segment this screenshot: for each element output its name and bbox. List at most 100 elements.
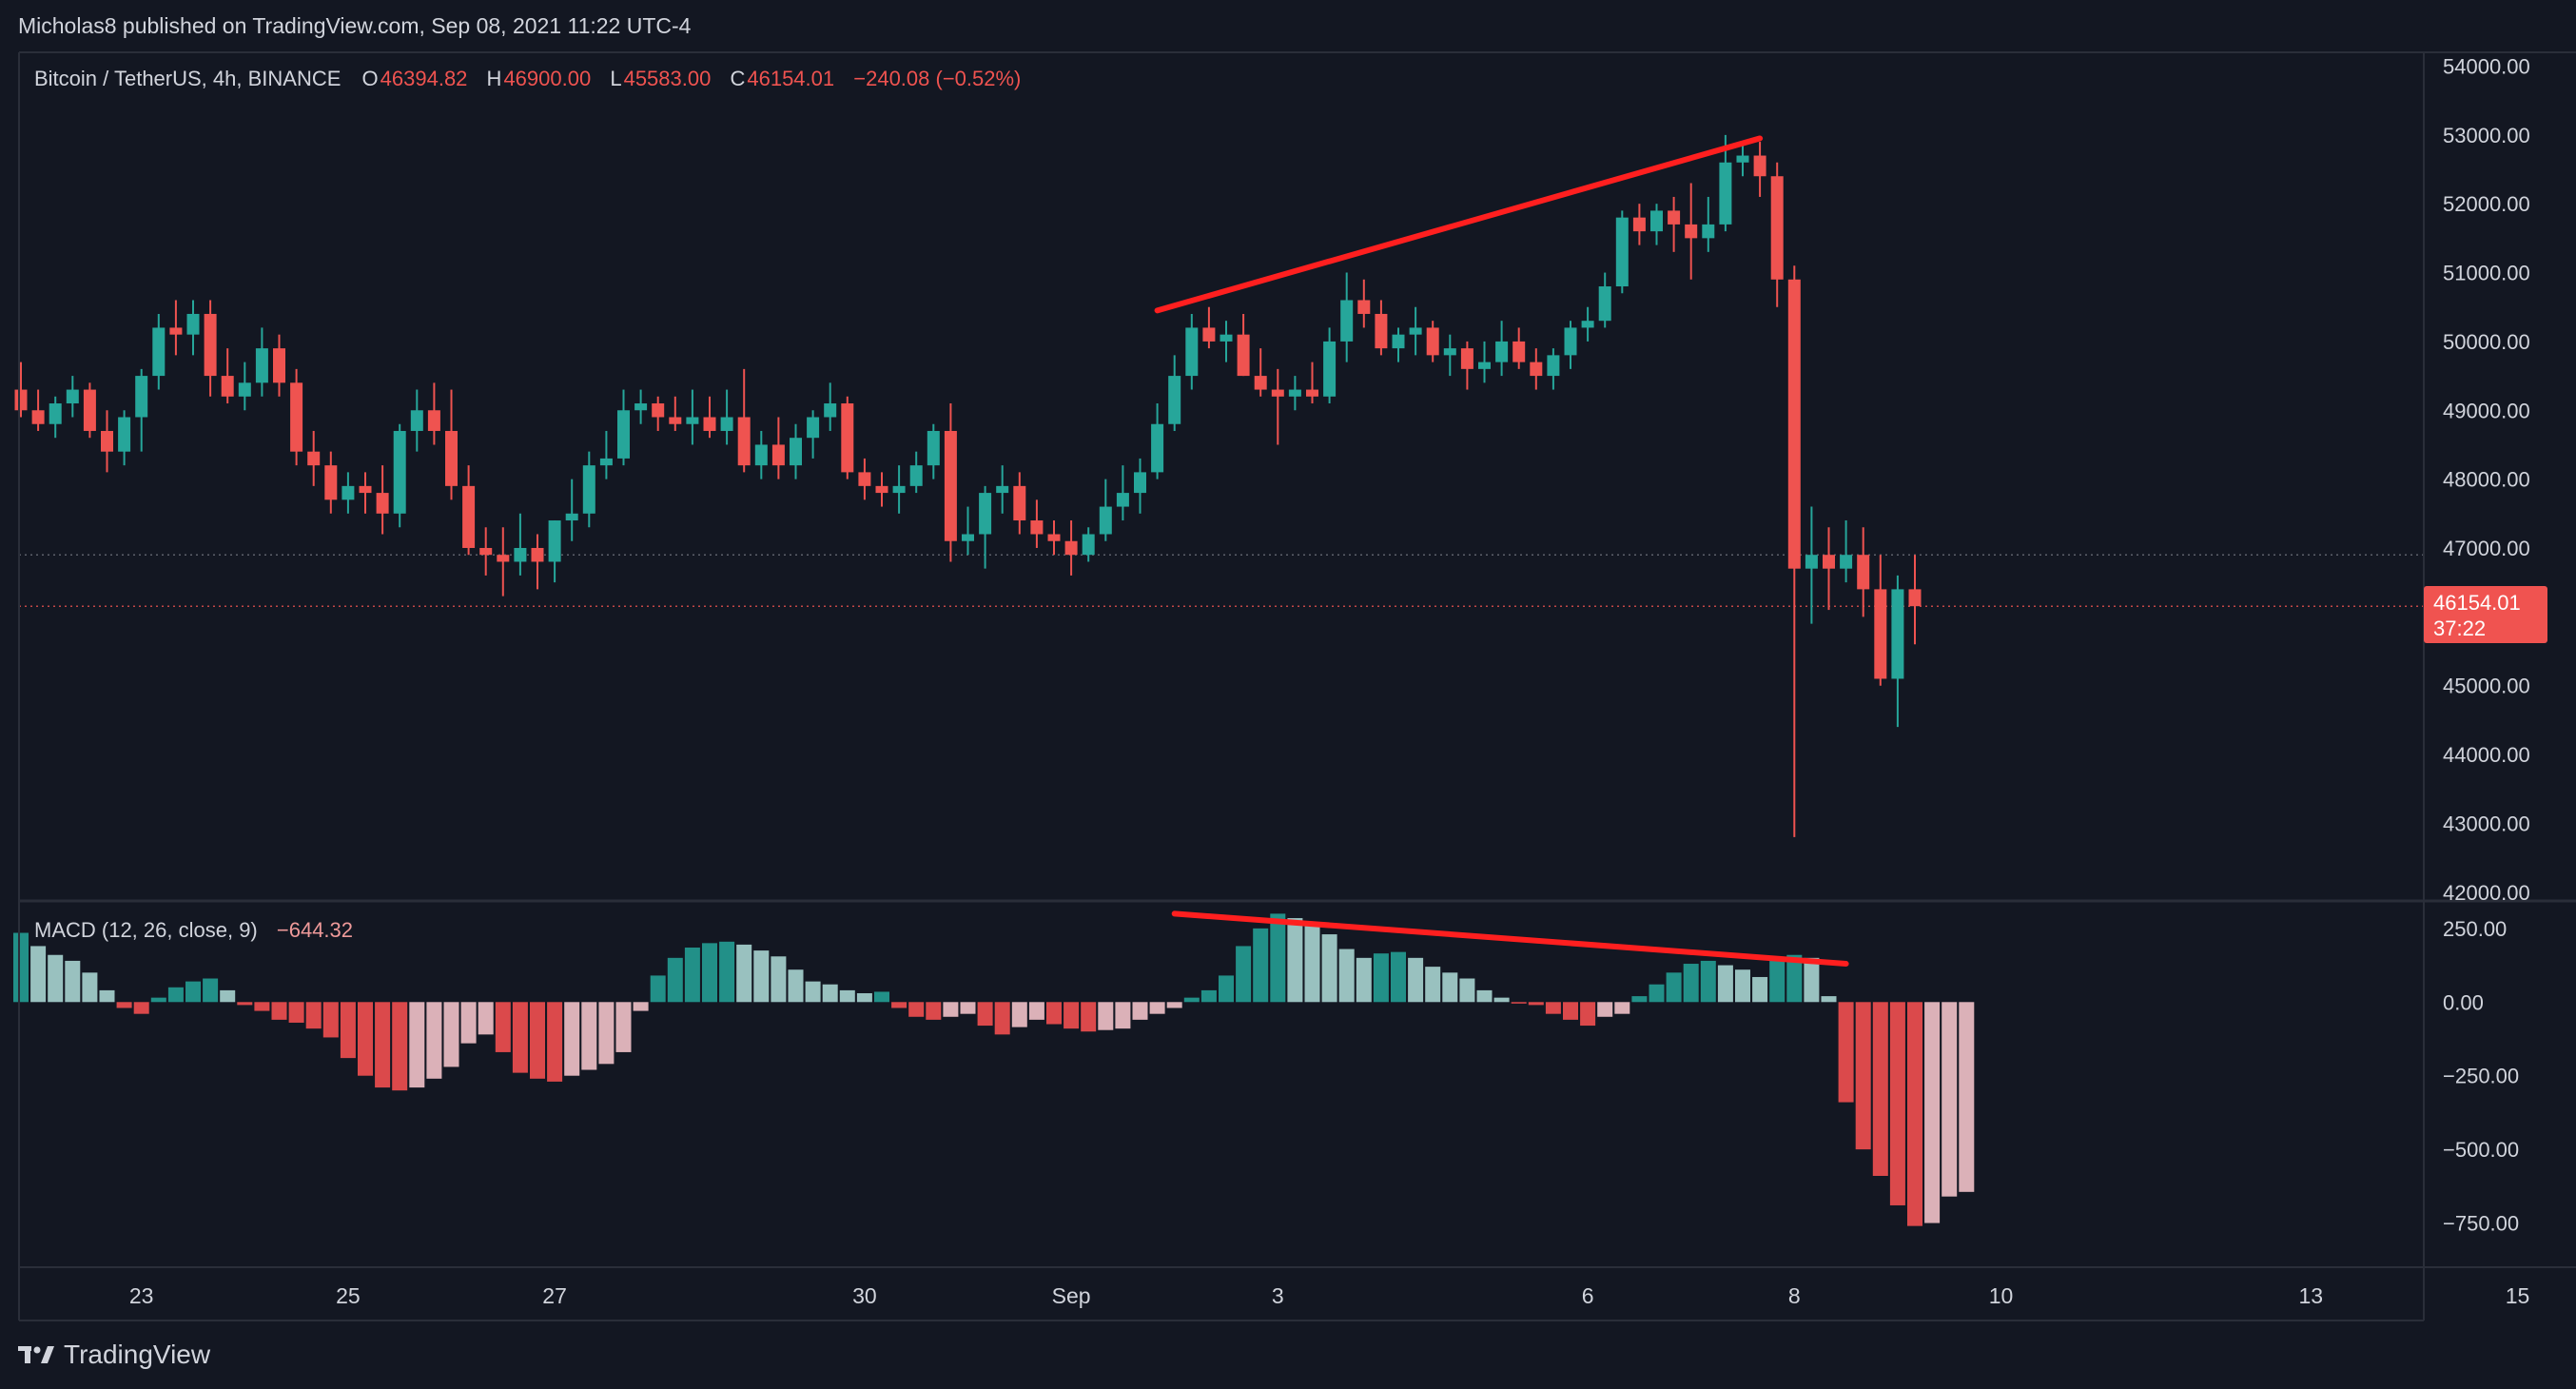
- candle-body: [462, 485, 476, 548]
- candle-body: [703, 417, 716, 431]
- candle-body: [996, 485, 1009, 494]
- candle-body: [669, 417, 682, 424]
- price-tick-label: 52000.00: [2443, 192, 2530, 216]
- macd-histogram-bar: [1563, 1002, 1578, 1020]
- time-tick-label: 13: [2299, 1283, 2324, 1308]
- candle-body: [83, 389, 96, 431]
- macd-histogram-bar: [1442, 972, 1458, 1003]
- candle-body: [720, 417, 733, 431]
- candle-body: [1685, 224, 1698, 239]
- candle-body: [1891, 589, 1904, 679]
- candle-body: [565, 513, 578, 521]
- candle-body: [1306, 389, 1318, 397]
- tradingview-brand[interactable]: TradingView: [18, 1340, 210, 1370]
- macd-histogram-bar: [1287, 918, 1303, 1003]
- publisher-header: Micholas8 published on TradingView.com, …: [18, 13, 691, 39]
- macd-histogram-bar: [908, 1002, 925, 1017]
- candle-body: [737, 417, 751, 466]
- price-tick-label: 47000.00: [2443, 537, 2530, 560]
- price-tick-label: 42000.00: [2443, 881, 2530, 905]
- publisher-text: Micholas8 published on TradingView.com, …: [18, 13, 692, 38]
- close-value: 46154.01: [747, 67, 835, 90]
- candle-body: [359, 485, 372, 494]
- macd-histogram-bar: [443, 1002, 459, 1067]
- symbol-legend: Bitcoin / TetherUS, 4h, BINANCE O46394.8…: [34, 67, 1034, 91]
- brand-name: TradingView: [64, 1340, 211, 1369]
- candle-body: [1426, 327, 1439, 356]
- candle-body: [1770, 176, 1784, 280]
- candle-body: [927, 430, 940, 466]
- macd-tick-label: 0.00: [2443, 990, 2484, 1014]
- open-label: O: [361, 67, 379, 90]
- macd-histogram-bar: [1321, 934, 1337, 1003]
- candle-body: [135, 376, 148, 418]
- macd-histogram-bar: [1942, 1002, 1958, 1197]
- macd-axis: 250.00 0.00 −250.00 −500.00 −750.00: [2443, 917, 2519, 1236]
- last-price-badge: 46154.01 37:22: [2424, 586, 2547, 643]
- macd-histogram-bar: [1459, 978, 1475, 1003]
- candle-body: [979, 493, 992, 535]
- candle-body: [1047, 534, 1061, 541]
- macd-tick-label: 250.00: [2443, 917, 2507, 941]
- price-pane: [14, 134, 2424, 837]
- macd-histogram-bar: [1408, 957, 1424, 1003]
- open-value: 46394.82: [380, 67, 468, 90]
- macd-histogram-bar: [839, 989, 855, 1003]
- macd-histogram-bar: [1011, 1002, 1027, 1027]
- candle-body: [824, 403, 837, 418]
- macd-histogram-bar: [1236, 946, 1252, 1003]
- macd-histogram-bar: [340, 1002, 356, 1059]
- macd-histogram-bar: [409, 1002, 425, 1088]
- candle-body: [771, 444, 785, 466]
- candle-body: [1082, 534, 1095, 556]
- candle-body: [497, 555, 510, 562]
- macd-histogram-bar: [1219, 975, 1234, 1003]
- candle-body: [221, 376, 234, 397]
- macd-histogram-bar: [1064, 1002, 1080, 1029]
- macd-value: −644.32: [276, 918, 354, 942]
- candle-body: [841, 403, 854, 473]
- candle-body: [1392, 334, 1405, 349]
- candle-body: [238, 382, 251, 397]
- high-value: 46900.00: [503, 67, 592, 90]
- macd-histogram-bar: [1304, 925, 1320, 1003]
- macd-histogram-bar: [322, 1002, 339, 1038]
- candle-body: [1564, 327, 1577, 356]
- candle-body: [1840, 555, 1853, 569]
- macd-histogram-bar: [530, 1002, 545, 1079]
- candle-body: [410, 410, 423, 431]
- candle-body: [1702, 224, 1715, 239]
- low-label: L: [610, 67, 622, 90]
- candle-body: [617, 410, 630, 459]
- macd-histogram-bar: [1493, 997, 1510, 1003]
- macd-histogram-bar: [495, 1002, 511, 1052]
- candle-body: [169, 327, 183, 335]
- macd-histogram-bar: [1046, 1002, 1062, 1025]
- price-tick-label: 43000.00: [2443, 812, 2530, 835]
- macd-histogram-bar: [1959, 1002, 1975, 1192]
- macd-histogram-bar: [926, 1002, 942, 1020]
- macd-histogram-bar: [702, 943, 717, 1003]
- macd-histogram-bar: [1924, 1002, 1941, 1223]
- macd-histogram-bar: [891, 1002, 907, 1008]
- macd-histogram-bar: [150, 997, 166, 1003]
- macd-histogram-bar: [1511, 1002, 1527, 1004]
- candle-body: [1254, 376, 1267, 390]
- candle-body: [307, 451, 321, 466]
- candle-body: [892, 485, 906, 494]
- time-tick-label: 6: [1582, 1283, 1594, 1308]
- candle-body: [686, 417, 699, 424]
- macd-histogram-bar: [271, 1002, 287, 1020]
- macd-title[interactable]: MACD (12, 26, close, 9): [34, 918, 258, 942]
- price-tick-label: 51000.00: [2443, 262, 2530, 285]
- macd-histogram-bar: [1528, 1002, 1544, 1006]
- macd-histogram-bar: [1338, 949, 1355, 1003]
- candle-body: [599, 458, 613, 466]
- macd-histogram-bar: [478, 1002, 494, 1035]
- symbol-title[interactable]: Bitcoin / TetherUS, 4h, BINANCE: [34, 67, 342, 90]
- candle-body: [49, 403, 62, 424]
- macd-histogram-bar: [254, 1002, 270, 1011]
- pane-frame: [18, 51, 2576, 1321]
- macd-histogram-bar: [220, 989, 236, 1003]
